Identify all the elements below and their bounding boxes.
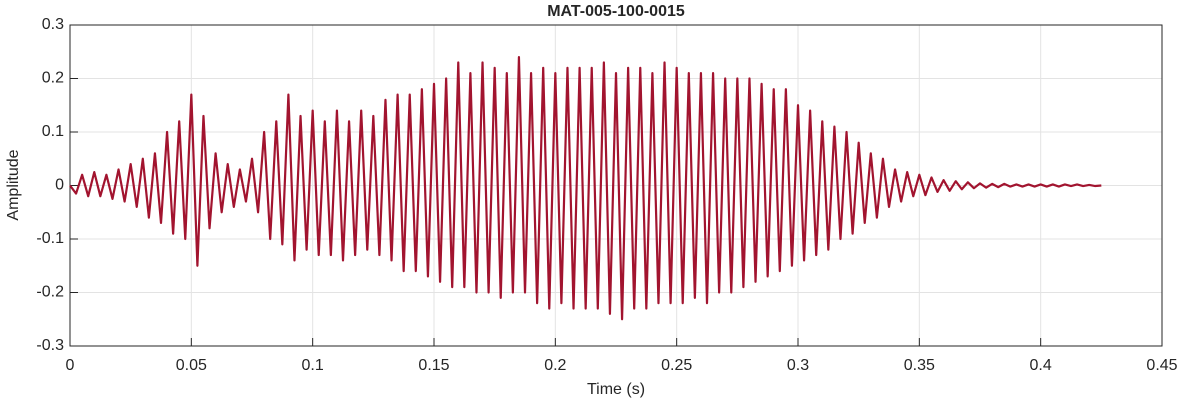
x-tick-label: 0.4 [1030,357,1052,374]
y-tick-label: -0.2 [36,284,64,301]
x-tick-label: 0 [66,357,75,374]
x-tick-label: 0.1 [302,357,324,374]
y-tick-label: 0.1 [42,123,64,140]
y-tick-label: -0.3 [36,337,64,354]
x-tick-label: 0.25 [661,357,692,374]
x-tick-label: 0.15 [418,357,449,374]
x-tick-label: 0.2 [544,357,566,374]
x-tick-label: 0.45 [1146,357,1177,374]
x-tick-label: 0.35 [904,357,935,374]
y-tick-label: 0.3 [42,16,64,33]
x-axis-label: Time (s) [587,381,645,398]
y-tick-label: 0 [55,177,64,194]
waveform-line [69,56,1102,321]
y-tick-label: -0.1 [36,230,64,247]
chart-title: MAT-005-100-0015 [547,3,685,20]
y-tick-label: 0.2 [42,70,64,87]
y-axis-label: Amplitude [5,149,22,220]
x-tick-label: 0.05 [176,357,207,374]
x-tick-label: 0.3 [787,357,809,374]
